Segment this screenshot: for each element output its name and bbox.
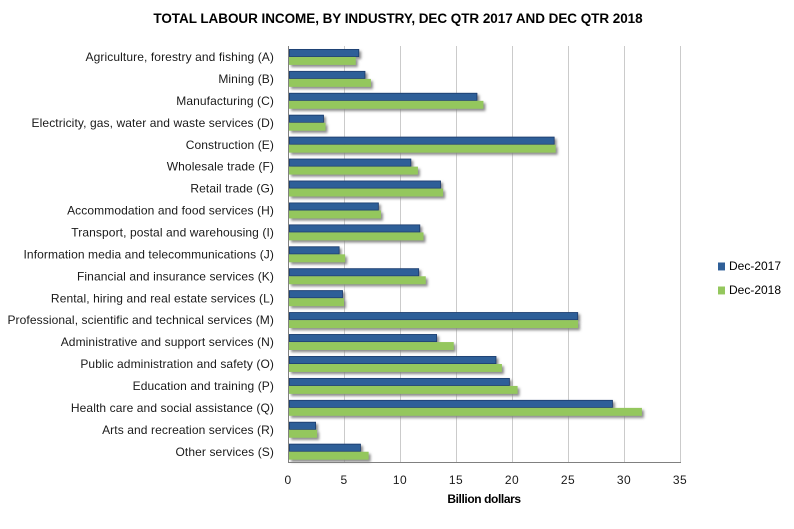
- svg-text:Arts and recreation services (: Arts and recreation services (R): [102, 423, 274, 437]
- svg-text:Education and training (P): Education and training (P): [133, 379, 274, 393]
- svg-text:5: 5: [340, 473, 347, 487]
- svg-text:Mining (B): Mining (B): [218, 72, 274, 86]
- svg-text:20: 20: [505, 473, 519, 487]
- svg-text:Dec-2017: Dec-2017: [729, 259, 781, 273]
- svg-text:Dec-2018: Dec-2018: [729, 283, 781, 297]
- svg-text:Accommodation and food service: Accommodation and food services (H): [67, 204, 274, 218]
- svg-text:Transport, postal and warehous: Transport, postal and warehousing (I): [71, 226, 274, 240]
- svg-text:TOTAL LABOUR INCOME, BY INDUST: TOTAL LABOUR INCOME, BY INDUSTRY, DEC QT…: [153, 11, 643, 26]
- svg-text:Retail trade (G): Retail trade (G): [190, 182, 274, 196]
- svg-text:0: 0: [284, 473, 291, 487]
- svg-text:25: 25: [561, 473, 575, 487]
- svg-text:Financial and insurance servic: Financial and insurance services (K): [77, 269, 274, 283]
- svg-text:30: 30: [617, 473, 631, 487]
- svg-text:Public administration and safe: Public administration and safety (O): [80, 357, 274, 371]
- svg-text:Agriculture, forestry and fish: Agriculture, forestry and fishing (A): [86, 50, 274, 64]
- svg-text:Wholesale trade (F): Wholesale trade (F): [167, 160, 274, 174]
- svg-text:Rental, hiring and real estate: Rental, hiring and real estate services …: [51, 291, 274, 305]
- svg-text:15: 15: [449, 473, 463, 487]
- svg-text:Billion dollars: Billion dollars: [447, 492, 521, 506]
- svg-text:Professional, scientific and t: Professional, scientific and technical s…: [7, 313, 274, 327]
- svg-text:Electricity, gas, water and wa: Electricity, gas, water and waste servic…: [32, 116, 274, 130]
- svg-text:Administrative and support ser: Administrative and support services (N): [61, 335, 274, 349]
- svg-text:Other services (S): Other services (S): [176, 445, 275, 459]
- svg-text:Health care and social assista: Health care and social assistance (Q): [71, 401, 274, 415]
- svg-text:Construction (E): Construction (E): [186, 138, 274, 152]
- svg-text:35: 35: [673, 473, 687, 487]
- svg-text:Information media and telecomm: Information media and telecommunications…: [23, 247, 274, 261]
- svg-text:Manufacturing (C): Manufacturing (C): [176, 94, 274, 108]
- svg-text:10: 10: [393, 473, 407, 487]
